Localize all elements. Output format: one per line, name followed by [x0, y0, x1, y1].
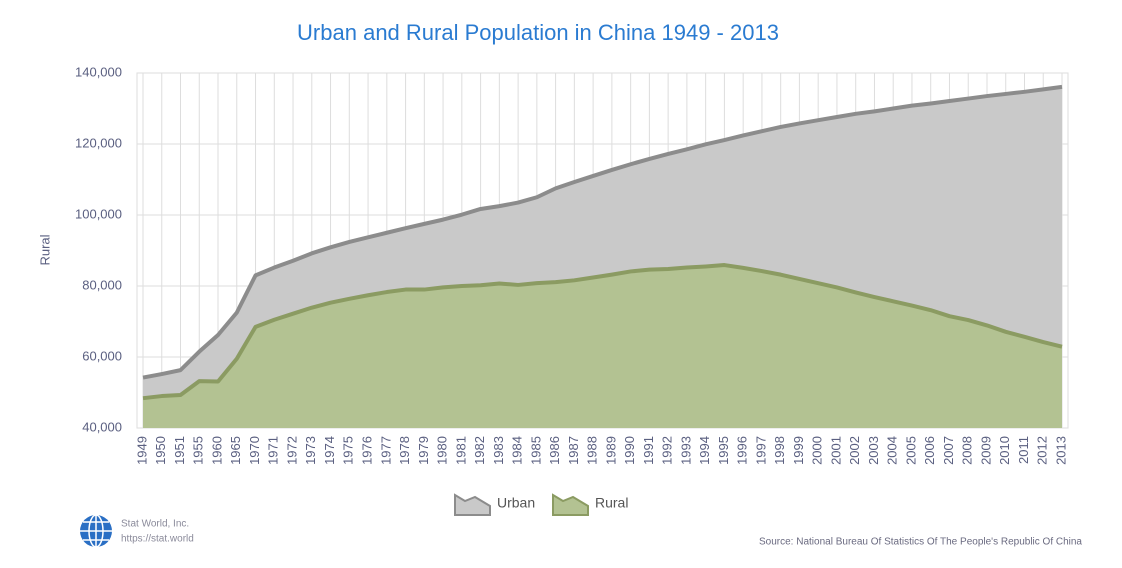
- x-tick-label: 1997: [753, 436, 768, 465]
- x-tick-label: 1978: [397, 436, 412, 465]
- x-tick-label: 1974: [322, 436, 337, 465]
- x-tick-label: 1971: [266, 436, 281, 465]
- x-tick-label: 1991: [641, 436, 656, 465]
- x-tick-label: 1965: [228, 436, 243, 465]
- company-url: https://stat.world: [121, 534, 194, 545]
- x-tick-label: 2012: [1035, 436, 1050, 465]
- x-tick-label: 1980: [435, 436, 450, 465]
- x-tick-label: 2001: [828, 436, 843, 465]
- x-tick-label: 1981: [453, 436, 468, 465]
- x-tick-label: 1950: [153, 436, 168, 465]
- y-tick-label: 60,000: [82, 348, 122, 363]
- logo: [80, 514, 112, 548]
- x-tick-label: 1951: [172, 436, 187, 465]
- y-axis-label: Rural: [37, 234, 52, 265]
- x-tick-label: 1985: [528, 436, 543, 465]
- x-tick-label: 2007: [941, 436, 956, 465]
- x-tick-label: 2008: [960, 436, 975, 465]
- x-tick-label: 1983: [491, 436, 506, 465]
- x-tick-label: 1992: [660, 436, 675, 465]
- x-tick-label: 2005: [903, 436, 918, 465]
- x-tick-label: 1975: [341, 436, 356, 465]
- y-tick-label: 80,000: [82, 277, 122, 292]
- x-tick-label: 2004: [885, 436, 900, 465]
- x-tick-label: 2011: [1016, 436, 1031, 464]
- area: [143, 265, 1062, 428]
- x-tick-label: 1998: [772, 436, 787, 465]
- chart-title: Urban and Rural Population in China 1949…: [297, 20, 779, 45]
- area-line: [142, 263, 1063, 401]
- x-tick-label: 1955: [191, 436, 206, 465]
- x-tick-label: 2002: [847, 436, 862, 465]
- x-tick-label: 1999: [791, 436, 806, 465]
- legend-label: Urban: [497, 495, 535, 511]
- legend-swatch: [552, 493, 589, 516]
- x-tick-label: 1984: [510, 436, 525, 465]
- x-tick-label: 1986: [547, 436, 562, 465]
- x-tick-label: 1989: [603, 436, 618, 465]
- source-note: Source: National Bureau Of Statistics Of…: [759, 537, 1082, 548]
- company-name: Stat World, Inc.: [121, 519, 189, 530]
- x-tick-label: 2009: [978, 436, 993, 465]
- y-tick-label: 120,000: [75, 135, 122, 150]
- x-tick-label: 1976: [359, 436, 374, 465]
- x-tick-label: 2003: [866, 436, 881, 465]
- x-tick-label: 2006: [922, 436, 937, 465]
- x-tick-label: 1960: [209, 436, 224, 465]
- x-tick-label: 2013: [1053, 436, 1068, 465]
- x-tick-label: 1979: [416, 436, 431, 465]
- x-tick-label: 1972: [284, 436, 299, 465]
- x-tick-label: 1995: [716, 436, 731, 465]
- x-tick-label: 1949: [134, 436, 149, 465]
- x-tick-label: 1982: [472, 436, 487, 465]
- x-tick-label: 1970: [247, 436, 262, 465]
- x-tick-label: 1990: [622, 436, 637, 465]
- y-tick-label: 140,000: [75, 64, 122, 79]
- legend-swatch: [454, 493, 491, 516]
- x-tick-label: 1973: [303, 436, 318, 465]
- x-tick-label: 1988: [585, 436, 600, 465]
- x-tick-label: 1994: [697, 436, 712, 465]
- y-tick-label: 40,000: [82, 419, 122, 434]
- x-tick-label: 1996: [735, 436, 750, 465]
- y-tick-label: 100,000: [75, 206, 122, 221]
- x-tick-label: 1977: [378, 436, 393, 465]
- x-tick-label: 1993: [678, 436, 693, 465]
- legend-label: Rural: [595, 495, 628, 511]
- x-tick-label: 1987: [566, 436, 581, 465]
- x-tick-label: 2000: [810, 436, 825, 465]
- area: [143, 86, 1062, 399]
- area-line: [142, 84, 1063, 380]
- x-tick-label: 2010: [997, 436, 1012, 465]
